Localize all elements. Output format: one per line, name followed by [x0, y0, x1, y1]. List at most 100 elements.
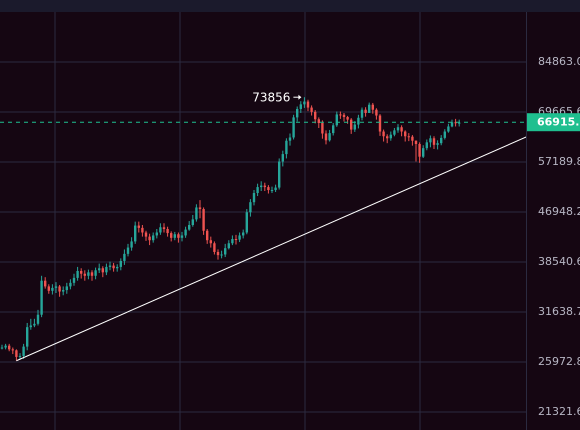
candle[interactable]	[216, 249, 220, 260]
candle[interactable]	[162, 223, 166, 233]
candle[interactable]	[44, 277, 47, 289]
candle[interactable]	[321, 120, 324, 139]
candle[interactable]	[324, 130, 328, 145]
candle[interactable]	[378, 114, 382, 136]
candle[interactable]	[33, 318, 36, 328]
candle[interactable]	[98, 263, 101, 274]
candles[interactable]	[0, 97, 461, 361]
candle[interactable]	[360, 107, 364, 121]
candle[interactable]	[8, 343, 11, 352]
candle[interactable]	[454, 118, 457, 127]
candle[interactable]	[80, 268, 83, 279]
candle[interactable]	[198, 200, 202, 219]
candle[interactable]	[119, 258, 122, 271]
candle[interactable]	[101, 266, 104, 278]
candle[interactable]	[69, 279, 72, 290]
candle[interactable]	[134, 221, 137, 244]
candle[interactable]	[364, 107, 367, 117]
candle[interactable]	[339, 111, 342, 119]
candle[interactable]	[353, 121, 356, 132]
candle[interactable]	[170, 231, 173, 242]
candle[interactable]	[335, 111, 338, 127]
candle[interactable]	[299, 101, 302, 113]
candle[interactable]	[180, 231, 184, 242]
candle[interactable]	[141, 225, 144, 237]
candle[interactable]	[51, 284, 54, 295]
candle[interactable]	[94, 267, 97, 280]
candle[interactable]	[191, 214, 194, 227]
candle[interactable]	[173, 231, 176, 241]
candle[interactable]	[386, 134, 389, 144]
candle[interactable]	[371, 102, 374, 114]
candle[interactable]	[11, 347, 14, 355]
candle[interactable]	[263, 182, 266, 192]
candle[interactable]	[0, 344, 4, 350]
candle[interactable]	[36, 309, 40, 326]
candle[interactable]	[148, 233, 151, 246]
candle[interactable]	[245, 209, 248, 235]
candle[interactable]	[213, 241, 216, 255]
candle[interactable]	[206, 229, 209, 244]
candle[interactable]	[26, 322, 29, 351]
candle[interactable]	[278, 158, 281, 190]
trendline[interactable]	[16, 116, 572, 362]
candle[interactable]	[62, 286, 65, 296]
candle[interactable]	[332, 123, 335, 136]
candle[interactable]	[47, 284, 50, 294]
candle[interactable]	[429, 135, 432, 148]
candle[interactable]	[65, 282, 68, 294]
candle[interactable]	[317, 117, 320, 129]
candle[interactable]	[260, 181, 263, 192]
candle[interactable]	[400, 125, 403, 137]
candle[interactable]	[116, 264, 119, 272]
candle[interactable]	[76, 266, 79, 281]
candle[interactable]	[303, 97, 306, 108]
candle[interactable]	[396, 124, 400, 133]
candle[interactable]	[15, 349, 18, 361]
candle[interactable]	[238, 232, 241, 243]
candle[interactable]	[242, 229, 245, 239]
candle[interactable]	[281, 150, 284, 167]
candle[interactable]	[4, 343, 7, 350]
candle[interactable]	[231, 235, 234, 246]
candle[interactable]	[285, 138, 288, 159]
candle[interactable]	[54, 282, 58, 294]
candle[interactable]	[414, 140, 418, 162]
candle[interactable]	[306, 99, 310, 112]
candle[interactable]	[152, 232, 155, 243]
candle[interactable]	[144, 230, 148, 241]
candle[interactable]	[112, 262, 115, 272]
candle[interactable]	[137, 221, 140, 233]
candle[interactable]	[58, 284, 61, 297]
candle[interactable]	[220, 250, 223, 259]
candle[interactable]	[328, 129, 331, 142]
candle[interactable]	[458, 119, 461, 127]
candle[interactable]	[252, 190, 256, 206]
candle[interactable]	[407, 133, 410, 142]
candle[interactable]	[443, 129, 446, 140]
candle[interactable]	[418, 142, 421, 163]
candle[interactable]	[249, 199, 252, 217]
candle[interactable]	[296, 106, 299, 122]
candle[interactable]	[368, 102, 371, 113]
candle[interactable]	[87, 269, 90, 280]
candle[interactable]	[404, 130, 407, 142]
candle[interactable]	[105, 263, 108, 276]
candle[interactable]	[188, 221, 191, 231]
candle[interactable]	[422, 145, 425, 158]
candle[interactable]	[440, 135, 443, 146]
candle[interactable]	[155, 229, 158, 239]
candle[interactable]	[202, 207, 205, 235]
candle[interactable]	[72, 273, 76, 286]
candle[interactable]	[177, 232, 180, 243]
candle[interactable]	[411, 135, 414, 146]
candle[interactable]	[375, 108, 378, 120]
candle[interactable]	[425, 139, 428, 151]
candle[interactable]	[382, 129, 385, 142]
candle[interactable]	[22, 343, 25, 359]
candle[interactable]	[447, 123, 450, 133]
candle[interactable]	[123, 249, 126, 265]
candle[interactable]	[224, 243, 227, 258]
candle[interactable]	[108, 261, 112, 271]
